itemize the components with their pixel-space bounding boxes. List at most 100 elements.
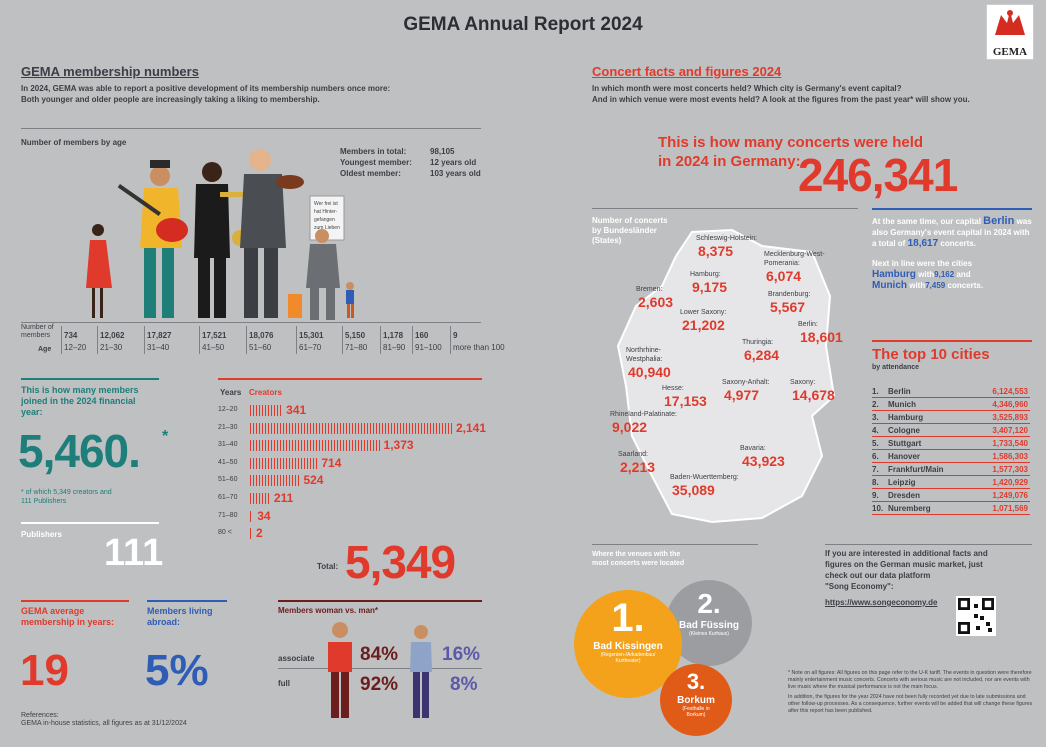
- age-column: 9 more than 100: [453, 330, 505, 354]
- venue-2-rank: 2.: [697, 588, 721, 619]
- creators-age-label: 80 <: [218, 529, 232, 537]
- age-count: 9: [453, 331, 458, 340]
- age-range: 61–70: [299, 343, 322, 352]
- row-age-label: Age: [38, 346, 52, 353]
- age-count: 160: [415, 331, 429, 340]
- creators-value: 341: [286, 403, 307, 417]
- state-name: Baden-Wuerttemberg:: [670, 474, 739, 481]
- top10-rank: 1.: [872, 387, 879, 396]
- top10-row: 3. Hamburg 3,525,893: [872, 411, 1030, 424]
- capital-text-2: was also Germany's event capital in 2024…: [872, 217, 1032, 248]
- top10-rank: 3.: [872, 413, 879, 422]
- age-range: more than 100: [453, 343, 505, 352]
- age-column: 17,827 31–40: [147, 330, 171, 354]
- total-label: Total:: [317, 562, 339, 571]
- venues-label: Where the venues with the most concerts …: [592, 550, 684, 568]
- state-value: 18,601: [800, 329, 843, 345]
- next-cities-text: Next in line were the cities Hamburg wit…: [872, 258, 1034, 291]
- age-count: 18,076: [249, 331, 274, 340]
- divider: [278, 600, 482, 602]
- age-column: 1,178 81–90: [383, 330, 405, 354]
- state-value: 43,923: [742, 453, 785, 469]
- venue-3-sub: (Festhalle in Borkum): [682, 706, 710, 718]
- divider: [592, 208, 858, 209]
- by-age-label: Number of members by age: [21, 138, 127, 147]
- map-label-line: Number of concerts: [592, 216, 668, 225]
- joined-label: This is how many members joined in the 2…: [21, 385, 139, 417]
- top10-rank: 8.: [872, 478, 879, 487]
- state-value: 17,153: [664, 393, 707, 409]
- top10-city: Nuremberg: [888, 504, 931, 513]
- stat-value: 98,105: [430, 147, 455, 156]
- age-range: 41–50: [202, 343, 225, 352]
- divider: [21, 128, 481, 129]
- top10-city: Berlin: [888, 387, 911, 396]
- references-text: GEMA in-house statistics, all figures as…: [21, 720, 187, 727]
- age-range: 71–80: [345, 343, 368, 352]
- age-count: 12,062: [100, 331, 125, 340]
- song-text-line: "Song Economy":: [825, 582, 894, 591]
- gema-eagle-icon: [995, 10, 1025, 35]
- next-munich-value: 7,459: [925, 281, 946, 290]
- creators-age-label: 51–60: [218, 476, 238, 484]
- violinist-figure: [240, 149, 304, 318]
- state-name: Bremen:: [636, 286, 663, 293]
- state-value: 9,175: [692, 279, 728, 295]
- top10-row: 2. Munich 4,346,960: [872, 398, 1030, 411]
- song-economy-link[interactable]: https://www.songeconomy.de: [825, 598, 938, 607]
- top10-rank: 2.: [872, 400, 879, 409]
- avg-value: 19: [20, 646, 69, 695]
- creators-value: 2,141: [456, 420, 487, 435]
- capital-text: At the same time, our capital Berlin was…: [872, 216, 1034, 250]
- references-title: References:: [21, 712, 59, 719]
- avg-label: GEMA average membership in years:: [21, 606, 115, 627]
- top10-rank: 7.: [872, 465, 879, 474]
- woman-full-value: 8%: [450, 674, 478, 695]
- divider: [21, 522, 159, 524]
- top10-city: Leipzig: [888, 478, 916, 487]
- divider: [825, 544, 1032, 545]
- age-count: 17,827: [147, 331, 172, 340]
- qr-code-icon[interactable]: [956, 596, 996, 636]
- top10-city: Stuttgart: [888, 439, 922, 448]
- next-and: and: [956, 270, 971, 279]
- capital-text-3: concerts.: [940, 239, 976, 248]
- divider: [872, 208, 1032, 210]
- venue-3-rank: 3.: [686, 669, 706, 694]
- divider: [21, 378, 159, 380]
- state-value: 9,022: [612, 419, 648, 435]
- venue-1-name: Bad Kissingen: [593, 641, 663, 652]
- age-count: 15,301: [299, 331, 324, 340]
- capital-text-1: At the same time, our capital: [872, 217, 981, 226]
- footnote: * Note on all figures: All figures on th…: [788, 670, 1034, 715]
- venue-3-name: Borkum: [677, 695, 715, 706]
- woman-associate-value: 16%: [442, 644, 481, 665]
- state-name: Saarland:: [618, 451, 648, 458]
- state-name: Saxony:: [790, 379, 816, 386]
- state-value: 40,940: [628, 364, 671, 380]
- top10-value: 1,733,540: [992, 439, 1028, 448]
- age-column: 734 12–20: [64, 330, 86, 354]
- age-column: 160 91–100: [415, 330, 442, 354]
- age-column: 5,150 71–80: [345, 330, 367, 354]
- venue-2-sub: (Kleines Kurhaus): [689, 631, 729, 637]
- top10-value: 1,249,076: [992, 491, 1028, 500]
- creators-value: 211: [273, 491, 294, 505]
- stats-block: Members in total: 98,105 Youngest member:…: [340, 146, 490, 179]
- next-text-1: Next in line were the cities: [872, 259, 973, 268]
- next-with: with: [918, 270, 935, 279]
- state-value: 8,375: [698, 243, 734, 259]
- creators-age-label: 41–50: [218, 458, 238, 466]
- stat-label: Members in total:: [340, 147, 407, 156]
- creators-value: 34: [257, 508, 271, 523]
- next-city-hamburg: Hamburg: [872, 269, 916, 280]
- age-column: 17,521 41–50: [202, 330, 226, 354]
- creators-value: 1,373: [383, 438, 414, 453]
- gema-logo: GEMA: [986, 4, 1034, 60]
- creators-value: 524: [303, 473, 324, 488]
- associate-label: associate: [278, 654, 315, 663]
- next-hamburg-value: 9,162: [934, 270, 955, 279]
- state-name: Northrhine-Westphalia:: [626, 347, 663, 363]
- song-text-line: check out our data platform: [825, 571, 931, 580]
- venue-1-rank: 1.: [611, 596, 645, 640]
